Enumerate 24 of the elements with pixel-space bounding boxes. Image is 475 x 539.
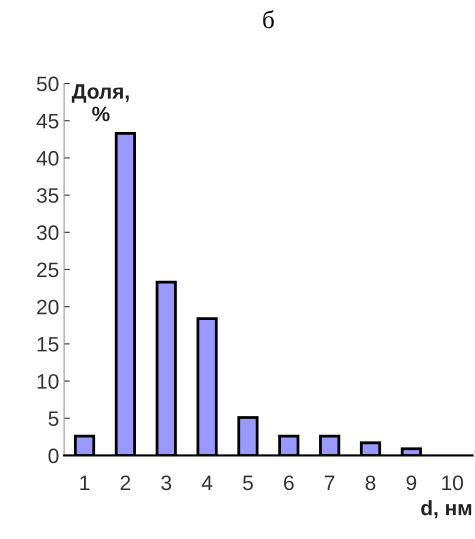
y-axis-title: Доля, %	[72, 84, 129, 122]
y-tick-label: 5	[48, 411, 58, 426]
x-tick-label: 8	[366, 475, 376, 490]
y-tick-label: 10	[38, 374, 58, 389]
chart-title: б	[263, 10, 274, 28]
y-tick-label: 30	[36, 225, 58, 240]
x-tick-label: 5	[242, 476, 253, 490]
y-tick-label: 15	[38, 337, 58, 352]
x-tick-label: 2	[120, 475, 130, 490]
y-tick-label: 20	[37, 300, 58, 314]
y-tick-label: 50	[36, 76, 58, 92]
x-tick-label: 9	[406, 475, 416, 490]
y-tick-label: 40	[36, 150, 58, 166]
x-axis-title: d, нм	[421, 500, 472, 518]
x-tick-label: 3	[161, 475, 172, 490]
y-tick-label: 45	[36, 114, 58, 128]
x-tick-label: 1	[80, 476, 90, 490]
x-tick-label: 6	[284, 475, 294, 490]
y-tick-label: 35	[36, 188, 58, 203]
y-tick-label: 25	[37, 262, 58, 278]
x-tick-label: 4	[202, 476, 212, 490]
y-tick-label: 0	[48, 448, 58, 464]
x-tick-label: 10	[442, 475, 463, 490]
x-tick-label: 7	[324, 476, 334, 490]
